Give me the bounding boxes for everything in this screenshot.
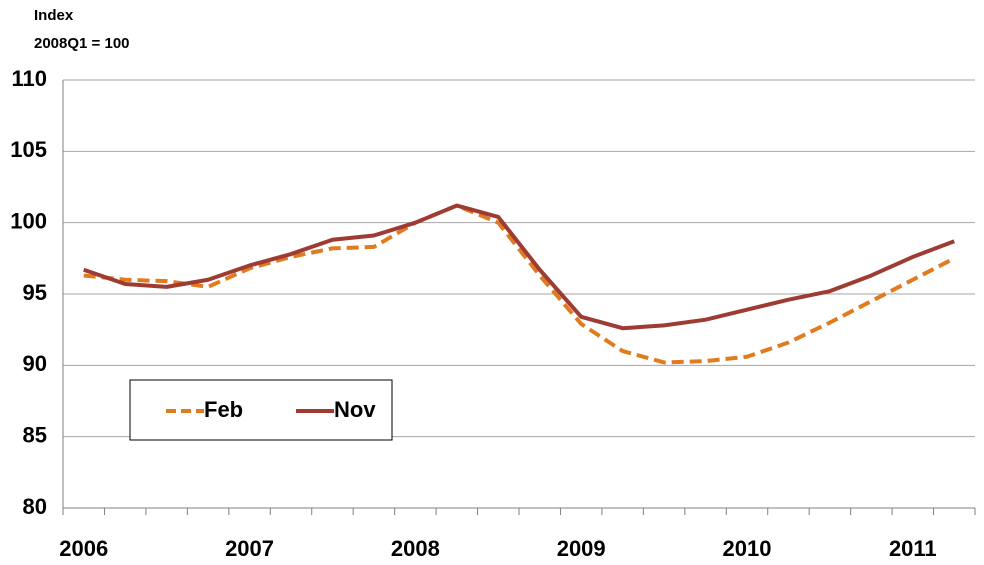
legend-label: Nov xyxy=(334,397,376,422)
line-series xyxy=(83,203,956,365)
y-tick-label: 80 xyxy=(23,494,47,519)
x-tick-label: 2010 xyxy=(723,536,772,561)
line-series xyxy=(83,203,955,331)
y-tick-label: 105 xyxy=(10,137,47,162)
legend-label: Feb xyxy=(204,397,243,422)
y-tick-label: 85 xyxy=(23,422,47,447)
y-tick-label: 100 xyxy=(10,208,47,233)
x-tick-label: 2006 xyxy=(59,536,108,561)
axis-sublabel: 2008Q1 = 100 xyxy=(34,35,130,52)
x-tick-label: 2011 xyxy=(889,536,937,561)
y-tick-label: 110 xyxy=(12,66,48,91)
x-tick-label: 2009 xyxy=(557,536,606,561)
y-tick-label: 95 xyxy=(23,280,47,305)
x-tick-label: 2007 xyxy=(225,536,274,561)
y-tick-label: 90 xyxy=(23,351,47,376)
axis-label: Index xyxy=(34,7,74,24)
x-tick-label: 2008 xyxy=(391,536,440,561)
